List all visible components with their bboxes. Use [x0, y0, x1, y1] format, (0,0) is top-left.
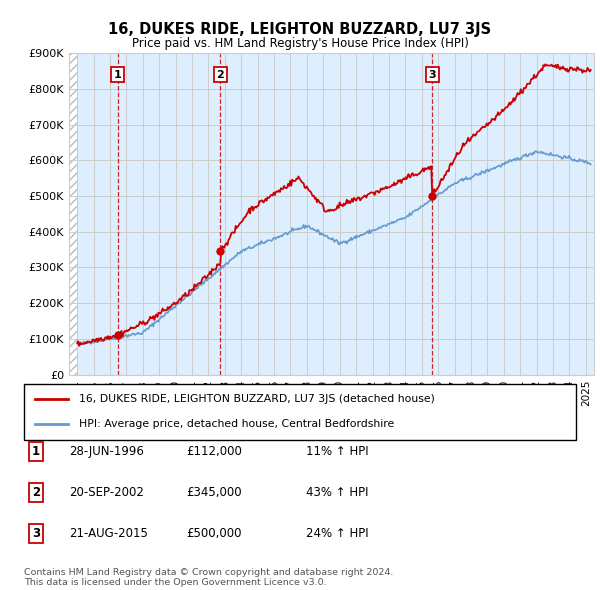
Text: 28-JUN-1996: 28-JUN-1996 — [69, 445, 144, 458]
Text: 1: 1 — [32, 445, 40, 458]
Text: 3: 3 — [428, 70, 436, 80]
Text: HPI: Average price, detached house, Central Bedfordshire: HPI: Average price, detached house, Cent… — [79, 419, 394, 429]
Text: 24% ↑ HPI: 24% ↑ HPI — [306, 527, 368, 540]
Text: 43% ↑ HPI: 43% ↑ HPI — [306, 486, 368, 499]
Text: 2: 2 — [217, 70, 224, 80]
Text: 21-AUG-2015: 21-AUG-2015 — [69, 527, 148, 540]
Text: 16, DUKES RIDE, LEIGHTON BUZZARD, LU7 3JS: 16, DUKES RIDE, LEIGHTON BUZZARD, LU7 3J… — [109, 22, 491, 37]
Text: Price paid vs. HM Land Registry's House Price Index (HPI): Price paid vs. HM Land Registry's House … — [131, 37, 469, 50]
Bar — [69, 53, 77, 375]
Text: £112,000: £112,000 — [186, 445, 242, 458]
Text: 2: 2 — [32, 486, 40, 499]
Text: 11% ↑ HPI: 11% ↑ HPI — [306, 445, 368, 458]
Text: 16, DUKES RIDE, LEIGHTON BUZZARD, LU7 3JS (detached house): 16, DUKES RIDE, LEIGHTON BUZZARD, LU7 3J… — [79, 394, 435, 404]
Text: 20-SEP-2002: 20-SEP-2002 — [69, 486, 144, 499]
Text: 3: 3 — [32, 527, 40, 540]
FancyBboxPatch shape — [24, 384, 576, 440]
Text: Contains HM Land Registry data © Crown copyright and database right 2024.
This d: Contains HM Land Registry data © Crown c… — [24, 568, 394, 587]
Text: £345,000: £345,000 — [186, 486, 242, 499]
Text: £500,000: £500,000 — [186, 527, 241, 540]
Text: 1: 1 — [114, 70, 122, 80]
